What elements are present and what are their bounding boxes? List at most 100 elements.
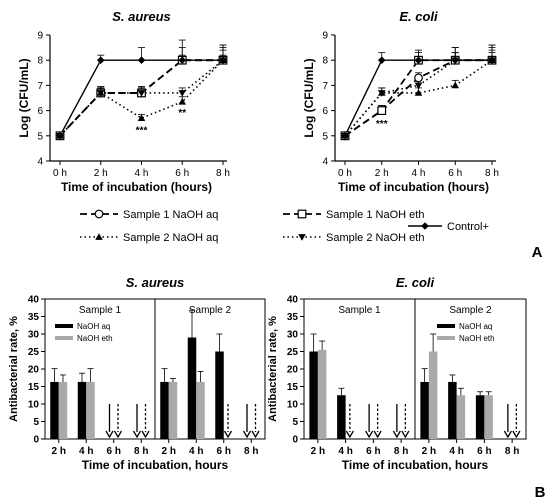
bar [337,395,346,439]
chart-title: E. coli [396,275,435,290]
group-label: Sample 2 [189,305,232,316]
bar [428,351,438,439]
legend-marker [94,209,104,219]
group-label: Sample 1 [79,305,122,316]
bar [168,381,178,439]
bar [317,349,327,439]
legend-swatch [437,324,455,328]
x-tick-label: 4 h [79,446,93,457]
y-tick-label: 5 [292,417,298,428]
y-tick-label: 25 [287,347,299,358]
data-point [96,90,105,97]
legend-label: Sample 1 NaOH eth [326,209,424,221]
legend-label: NaOH aq [77,322,110,331]
bar [196,381,205,439]
x-tick-label: 6 h [217,446,231,457]
x-tick-label: 4 h [449,446,463,457]
x-axis-title: Time of incubation (hours) [61,180,212,194]
bar [187,337,197,439]
series-line [59,59,223,137]
panel-label-a: A [532,244,543,261]
y-axis-title: Antibacterial rate, % [8,316,20,422]
series-line [344,59,492,137]
y-tick-label: 5 [322,131,328,142]
legend-marker [297,209,307,219]
x-tick-label: 2 h [94,168,108,179]
x-tick-label: 4 h [189,446,203,457]
x-tick-label: 0 h [53,168,67,179]
bar [86,381,95,439]
legend-marker [298,234,306,241]
bar [484,395,493,439]
y-axis-title: Antibacterial rate, % [267,316,279,422]
zero-growth-arrow-head [141,430,150,439]
x-tick-label: 2 h [375,168,389,179]
chart-title: E. coli [399,9,438,24]
y-axis-title: Log (CFU/mL) [17,58,31,137]
bar [50,381,59,439]
bar [160,381,169,439]
y-tick-label: 30 [287,330,299,341]
bar [456,395,466,439]
y-tick-label: 35 [28,312,40,323]
y-tick-label: 9 [37,31,43,42]
x-tick-label: 6 h [448,168,462,179]
data-point [178,56,187,64]
legend-swatch [437,336,455,340]
x-tick-label: 6 h [366,446,380,457]
y-tick-label: 30 [28,330,40,341]
series-line [59,59,224,137]
series-line [344,59,492,137]
legend-marker [95,233,103,240]
x-tick-label: 2 h [162,446,176,457]
y-tick-label: 40 [28,295,40,306]
data-point [414,73,423,83]
y-tick-label: 6 [37,106,43,117]
bar [77,381,87,439]
x-tick-label: 2 h [311,446,325,457]
legend-label: Sample 1 NaOH aq [123,209,218,221]
x-tick-label: 6 h [175,168,189,179]
x-tick-label: 0 h [338,168,352,179]
y-tick-label: 7 [37,81,43,92]
x-tick-label: 8 h [505,446,519,457]
data-point [219,56,227,64]
data-point [377,90,386,97]
y-tick-label: 20 [28,365,40,376]
x-tick-label: 8 h [216,168,230,179]
bar [420,381,429,439]
y-tick-label: 25 [28,347,40,358]
x-tick-label: 8 h [394,446,408,457]
x-tick-label: 2 h [422,446,436,457]
bar [309,351,318,439]
zero-growth-arrow-head [503,430,512,439]
x-tick-label: 6 h [477,446,491,457]
zero-growth-arrow-head [373,430,382,439]
legend-marker [421,222,429,230]
significance-annotation: *** [136,126,148,137]
zero-growth-arrow-head [512,430,521,439]
series-line [344,59,493,137]
zero-growth-arrow-head [392,430,401,439]
data-point [137,56,146,64]
data-point [56,132,64,140]
y-tick-label: 10 [287,400,299,411]
significance-annotation: ** [178,108,186,119]
data-point [488,56,496,64]
x-tick-label: 2 h [52,446,66,457]
data-point [377,106,387,116]
data-point [137,114,146,122]
y-tick-label: 20 [287,365,299,376]
group-label: Sample 2 [449,305,492,316]
zero-growth-arrow-head [365,430,374,439]
y-tick-label: 0 [33,435,39,446]
y-tick-label: 15 [28,382,40,393]
legend-swatch [55,324,73,328]
zero-growth-arrow-head [251,430,260,439]
chart-title: S. aureus [126,275,185,290]
series-line [59,59,223,137]
data-point [178,97,187,105]
x-tick-label: 4 h [412,168,426,179]
zero-growth-arrow-head [223,430,233,439]
y-tick-label: 7 [322,81,328,92]
